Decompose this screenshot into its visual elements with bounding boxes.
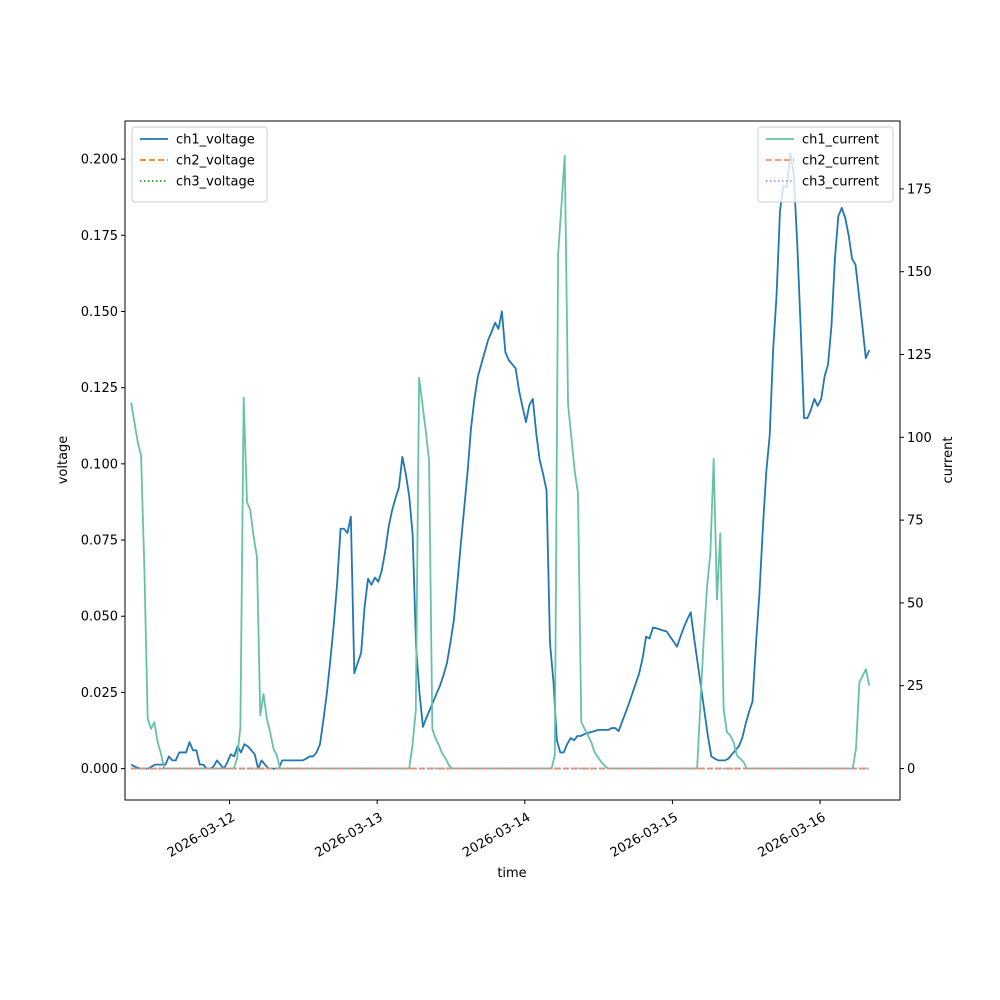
legend-label: ch2_voltage	[176, 154, 255, 169]
right-y-tick-label: 175	[907, 182, 932, 197]
plot-frame	[124, 120, 901, 801]
right-y-tick-label: 50	[907, 596, 924, 611]
right-y-tick-label: 100	[907, 431, 932, 446]
left-series-ch1_voltage	[130, 152, 871, 770]
legend-label: ch1_current	[802, 133, 879, 148]
x-axis-title: time	[497, 866, 526, 881]
legend-box	[131, 126, 268, 203]
right-y-axis-title: current	[941, 437, 956, 484]
left-y-tick-label: 0.050	[81, 610, 118, 625]
right-y-tick-label: 25	[907, 679, 924, 694]
left-y-tick-label: 0.125	[81, 381, 118, 396]
right-y-tick-label: 150	[907, 265, 932, 280]
left-y-tick-label: 0.175	[81, 229, 118, 244]
left-y-tick-label: 0.000	[81, 762, 118, 777]
left-y-tick-label: 0.025	[81, 686, 118, 701]
legend-right: ch1_current ch2_current ch3_current	[757, 126, 894, 203]
right-y-tick-label: 125	[907, 348, 932, 363]
left-y-axis-title: voltage	[56, 436, 71, 485]
left-y-tick-label: 0.150	[81, 305, 118, 320]
right-y-tick-label: 0	[907, 762, 915, 777]
legend-label: ch3_voltage	[176, 175, 255, 190]
legend-label: ch3_current	[802, 175, 879, 190]
left-y-tick-label: 0.075	[81, 534, 118, 549]
legend-left: ch1_voltage ch2_voltage ch3_voltage	[131, 126, 268, 203]
legend-label: ch2_current	[802, 154, 879, 169]
legend-label: ch1_voltage	[176, 133, 255, 148]
series-layer	[130, 152, 871, 770]
left-y-tick-label: 0.100	[81, 457, 118, 472]
left-y-tick-label: 0.200	[81, 153, 118, 168]
right-y-tick-label: 75	[907, 514, 924, 529]
legend-box	[757, 126, 894, 203]
